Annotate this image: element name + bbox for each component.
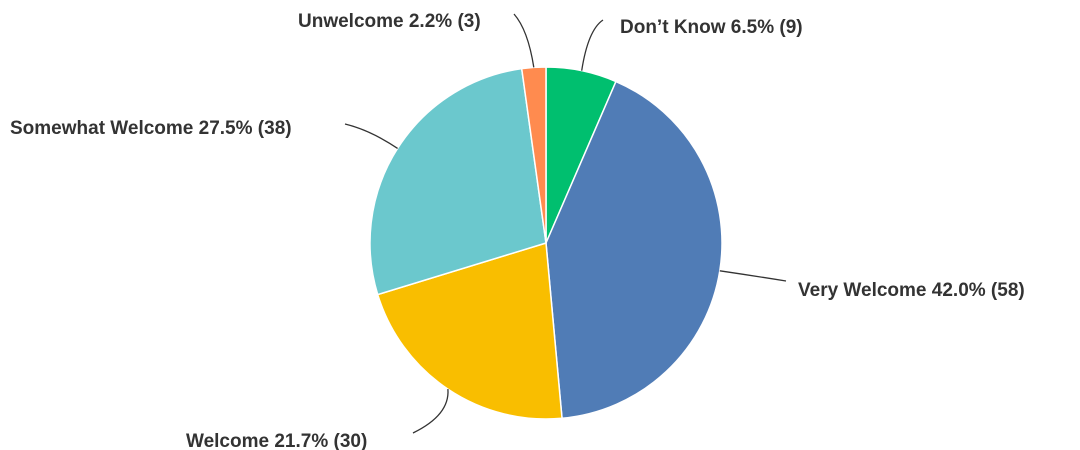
pie-slices bbox=[369, 66, 723, 420]
pie-slice-very-welcome bbox=[545, 80, 723, 420]
label-unwelcome: Unwelcome 2.2% (3) bbox=[298, 11, 481, 32]
data-labels: Don’t Know 6.5% (9) Very Welcome 42.0% (… bbox=[10, 11, 1025, 450]
label-somewhat-welcome: Somewhat Welcome 27.5% (38) bbox=[10, 118, 292, 139]
leader-lines bbox=[344, 13, 787, 434]
pie-slice-unwelcome bbox=[520, 66, 547, 244]
leader-line-somewhat-welcome bbox=[344, 123, 398, 149]
leader-line-welcome bbox=[412, 389, 449, 434]
label-welcome: Welcome 21.7% (30) bbox=[186, 431, 367, 450]
leader-line-don-t-know bbox=[581, 19, 604, 71]
leader-line-very-welcome bbox=[719, 270, 787, 282]
label-very-welcome: Very Welcome 42.0% (58) bbox=[798, 280, 1025, 301]
leader-line-unwelcome bbox=[513, 13, 535, 68]
label-dont-know: Don’t Know 6.5% (9) bbox=[620, 17, 803, 38]
